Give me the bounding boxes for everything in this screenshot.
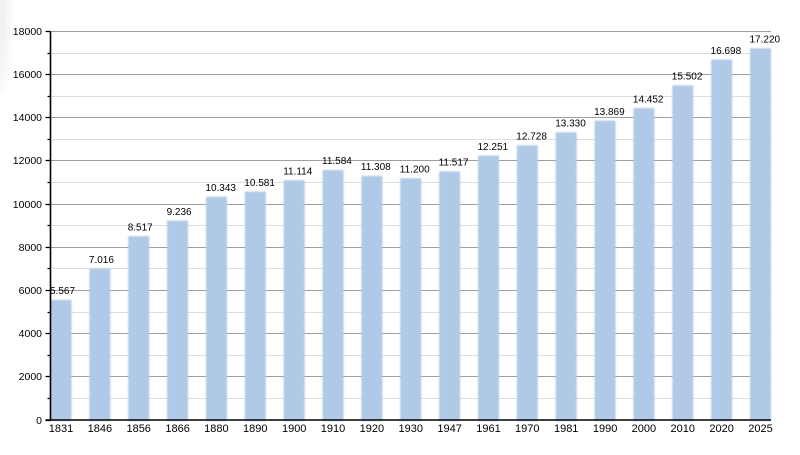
svg-text:11.308: 11.308 bbox=[361, 162, 391, 173]
svg-text:1961: 1961 bbox=[476, 423, 500, 435]
svg-text:12000: 12000 bbox=[13, 155, 42, 167]
svg-text:14000: 14000 bbox=[13, 112, 42, 124]
svg-text:13.869: 13.869 bbox=[594, 107, 625, 118]
svg-text:1900: 1900 bbox=[282, 423, 306, 435]
svg-text:2010: 2010 bbox=[671, 423, 695, 435]
svg-text:2020: 2020 bbox=[709, 423, 733, 435]
svg-text:16000: 16000 bbox=[13, 69, 42, 81]
svg-text:13.330: 13.330 bbox=[555, 119, 586, 130]
svg-text:5.567: 5.567 bbox=[50, 286, 75, 297]
svg-text:11.517: 11.517 bbox=[439, 158, 469, 169]
svg-text:1831: 1831 bbox=[49, 423, 73, 435]
svg-text:1910: 1910 bbox=[321, 423, 345, 435]
svg-text:2000: 2000 bbox=[19, 371, 43, 383]
svg-text:1846: 1846 bbox=[88, 423, 112, 435]
svg-text:17.220: 17.220 bbox=[750, 35, 781, 46]
svg-text:1990: 1990 bbox=[593, 423, 617, 435]
svg-text:7.016: 7.016 bbox=[89, 255, 114, 266]
svg-text:1880: 1880 bbox=[204, 423, 228, 435]
svg-text:6000: 6000 bbox=[19, 285, 43, 297]
svg-text:1947: 1947 bbox=[437, 423, 461, 435]
svg-text:12.728: 12.728 bbox=[516, 132, 547, 143]
svg-text:10.581: 10.581 bbox=[244, 178, 275, 189]
svg-text:11.584: 11.584 bbox=[322, 156, 352, 167]
svg-text:10.343: 10.343 bbox=[205, 183, 236, 194]
svg-text:1890: 1890 bbox=[243, 423, 267, 435]
svg-text:4000: 4000 bbox=[19, 328, 43, 340]
svg-text:11.114: 11.114 bbox=[283, 166, 313, 177]
svg-text:12.251: 12.251 bbox=[478, 142, 509, 153]
svg-text:18000: 18000 bbox=[13, 26, 42, 38]
svg-text:2000: 2000 bbox=[632, 423, 656, 435]
svg-text:1920: 1920 bbox=[360, 423, 384, 435]
svg-text:11.200: 11.200 bbox=[400, 165, 430, 176]
svg-text:9.236: 9.236 bbox=[167, 207, 192, 218]
svg-text:1981: 1981 bbox=[554, 423, 578, 435]
svg-text:1970: 1970 bbox=[515, 423, 539, 435]
svg-text:16.698: 16.698 bbox=[711, 46, 742, 57]
svg-text:1930: 1930 bbox=[399, 423, 423, 435]
svg-text:8.517: 8.517 bbox=[128, 222, 153, 233]
svg-text:1856: 1856 bbox=[126, 423, 150, 435]
svg-text:2025: 2025 bbox=[748, 423, 772, 435]
svg-text:0: 0 bbox=[36, 415, 42, 427]
svg-text:10000: 10000 bbox=[13, 199, 42, 211]
svg-text:1866: 1866 bbox=[165, 423, 189, 435]
svg-text:8000: 8000 bbox=[19, 242, 43, 254]
svg-text:14.452: 14.452 bbox=[633, 94, 664, 105]
svg-text:15.502: 15.502 bbox=[672, 72, 703, 83]
